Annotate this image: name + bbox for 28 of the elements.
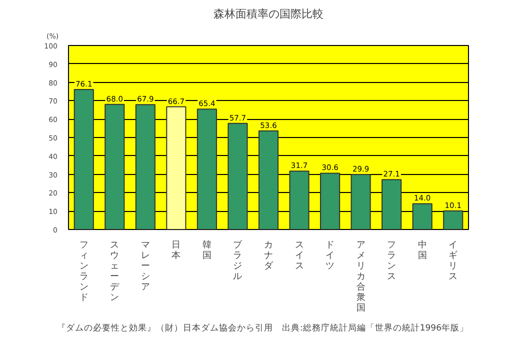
x-tick-label: ドイツ xyxy=(326,240,335,272)
bar xyxy=(258,130,279,230)
x-tick-label: アメリカ合衆国 xyxy=(356,240,366,314)
chart-title: 森林面積率の国際比較 xyxy=(214,8,324,20)
bar xyxy=(196,108,217,230)
bar xyxy=(166,106,186,230)
x-tick-label: 日本 xyxy=(172,240,181,261)
x-tick-label: ブラジル xyxy=(233,240,244,282)
x-tick-label: スイス xyxy=(294,240,304,272)
bar xyxy=(135,104,156,230)
bar xyxy=(74,88,94,230)
bar xyxy=(382,179,402,230)
x-tick-label: マレーシア xyxy=(140,240,150,292)
x-tick-label: イギリス xyxy=(448,240,458,282)
x-tick-label: スウェーデン xyxy=(110,240,120,303)
x-tick-label: 中国 xyxy=(418,240,427,261)
x-tick-label: フランス xyxy=(387,240,396,282)
bar xyxy=(443,210,464,230)
text: 『ダムの必要性と効果』（財）日本ダム協会から引用 出典:総務庁統計局編「世界の統計1996年版」 xyxy=(57,322,469,334)
x-tick-label: フィンランド xyxy=(79,240,88,303)
x-tick-label: カナダ xyxy=(264,240,274,272)
bar xyxy=(320,172,340,230)
bar xyxy=(104,104,125,230)
bar xyxy=(350,174,371,230)
bar xyxy=(289,170,310,230)
bar xyxy=(412,203,432,230)
x-tick-label: 韓国 xyxy=(202,240,212,261)
bar xyxy=(228,122,248,230)
